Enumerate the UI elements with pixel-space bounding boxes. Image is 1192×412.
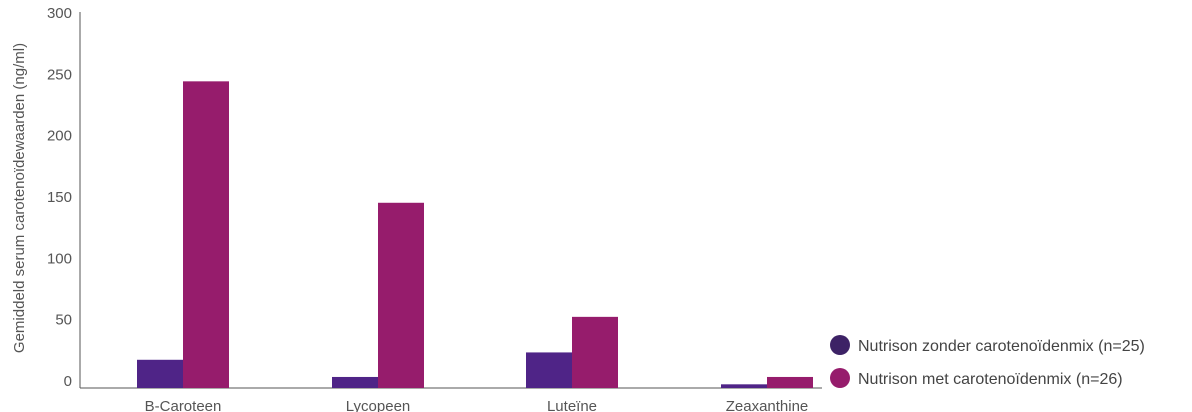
legend-marker-1 [830, 368, 850, 388]
legend: Nutrison zonder carotenoïdenmix (n=25) Nu… [830, 335, 1145, 388]
bar-met-0 [183, 81, 229, 388]
bar-zonder-2 [526, 352, 572, 388]
legend-label-0: Nutrison zonder carotenoïdenmix (n=25) [858, 338, 1145, 355]
y-tick-label: 50 [55, 312, 72, 329]
y-tick-label: 0 [64, 373, 72, 390]
y-tick-label: 100 [47, 250, 72, 267]
y-tick-label: 150 [47, 189, 72, 206]
y-axis-label: Gemiddeld serum carotenoïdewaarden (ng/m… [11, 43, 28, 353]
y-axis-ticks: 0 50 100 150 200 250 300 [47, 5, 72, 390]
x-tick-label: Luteïne [547, 398, 597, 412]
bar-zonder-1 [332, 376, 378, 388]
x-tick-label: Zeaxanthine [726, 398, 809, 412]
y-axis-label-group: Gemiddeld serum carotenoïdewaarden (ng/m… [11, 43, 28, 353]
bars [137, 81, 813, 388]
x-tick-label: Lycopeen [346, 398, 411, 412]
y-tick-label: 300 [47, 5, 72, 22]
legend-label-1: Nutrison met carotenoïdenmix (n=26) [858, 371, 1123, 388]
bar-met-3 [767, 376, 813, 388]
bar-zonder-0 [137, 359, 183, 388]
x-tick-label: B-Caroteen [145, 398, 222, 412]
y-tick-label: 200 [47, 128, 72, 145]
bar-met-1 [378, 202, 424, 388]
y-tick-label: 250 [47, 66, 72, 83]
bar-zonder-3 [721, 384, 767, 388]
bar-met-2 [572, 316, 618, 388]
legend-marker-0 [830, 335, 850, 355]
x-axis-ticks: B-Caroteen Lycopeen Luteïne Zeaxanthine [145, 398, 809, 412]
